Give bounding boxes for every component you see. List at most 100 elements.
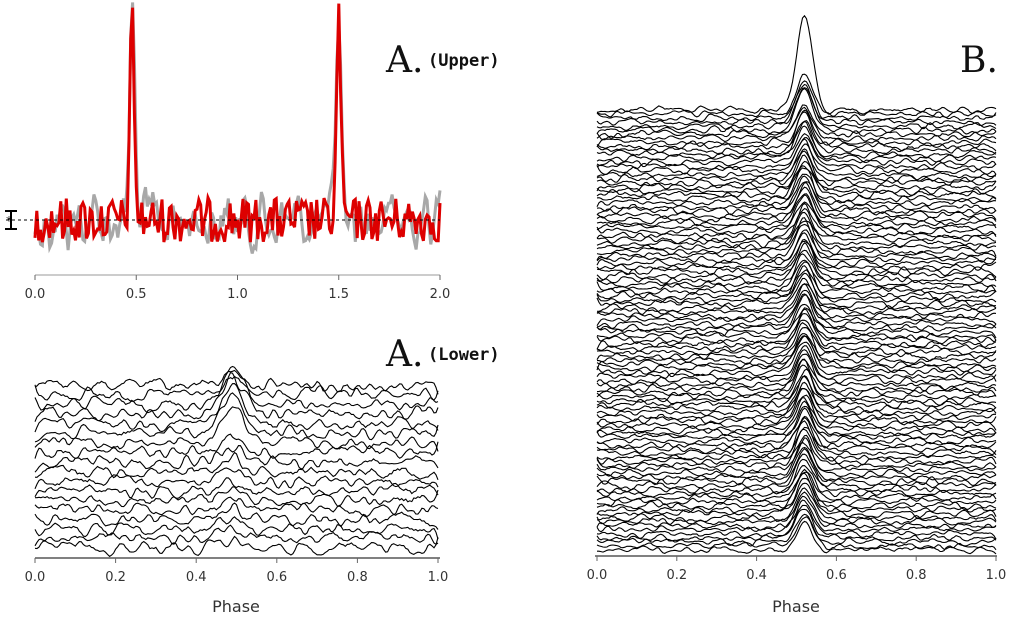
- lower-tick-label-0: 0.0: [25, 570, 46, 585]
- right-profile-88: [596, 434, 997, 469]
- right-profile-29: [596, 194, 997, 232]
- upper-errorbar: *: [5, 210, 17, 230]
- right-profile-64: [596, 335, 997, 373]
- right-profile-68: [596, 353, 997, 391]
- right-profile-46: [596, 265, 997, 301]
- right-profile-89: [596, 437, 997, 474]
- right-profile-62: [597, 333, 997, 366]
- right-tick-label-3: 0.6: [826, 568, 847, 583]
- right-profile-52: [596, 289, 997, 326]
- right-profile-22: [596, 167, 997, 204]
- right-profile-15: [596, 138, 997, 175]
- right-profile-35: [596, 217, 997, 257]
- lower-profile-15: [34, 516, 439, 540]
- right-tick-label-4: 0.8: [906, 568, 927, 583]
- lower-profile-10: [34, 467, 439, 490]
- right-profile-36: [596, 223, 997, 261]
- panel-lower-letter: A.: [385, 334, 423, 375]
- right-profile-49: [597, 277, 996, 313]
- lower-tick-label-3: 0.6: [266, 570, 287, 585]
- lower-profile-5: [34, 392, 439, 443]
- right-profile-66: [596, 345, 997, 382]
- right-stack-plot: 0.0 0.2 0.4 0.6 0.8 1.0 Phase: [587, 14, 1007, 616]
- panel-lower-sub: (Lower): [428, 345, 500, 365]
- right-profile-40: [596, 240, 997, 278]
- lower-profile-2: [34, 365, 439, 414]
- svg-text:*: *: [6, 214, 12, 228]
- right-profile-74: [596, 375, 997, 414]
- right-profile-0: [596, 14, 997, 115]
- right-profile-44: [596, 259, 997, 294]
- right-x-label: Phase: [772, 597, 820, 616]
- right-profile-3: [596, 83, 997, 126]
- right-profile-12: [596, 125, 997, 164]
- right-profile-67: [596, 349, 997, 385]
- right-profile-4: [596, 87, 997, 131]
- right-profile-72: [596, 368, 997, 406]
- right-profile-109: [597, 520, 997, 555]
- lower-x-label: Phase: [212, 597, 260, 616]
- lower-profile-13: [34, 496, 439, 518]
- right-profile-10: [596, 119, 997, 156]
- right-profile-25: [596, 181, 997, 216]
- right-profile-93: [596, 453, 997, 491]
- panel-label-lower: A. (Lower): [385, 334, 500, 375]
- lower-profile-6: [34, 406, 439, 452]
- right-profile-7: [596, 106, 997, 143]
- right-profile-76: [596, 387, 997, 422]
- panel-label-right: B.: [960, 40, 998, 81]
- right-profile-9: [596, 111, 997, 152]
- right-profile-78: [596, 394, 997, 431]
- right-tick-label-0: 0.0: [587, 568, 608, 583]
- right-tick-label-5: 1.0: [986, 568, 1007, 583]
- right-profile-34: [596, 220, 997, 251]
- right-profile-86: [596, 426, 997, 462]
- lower-profile-9: [34, 451, 439, 481]
- right-profile-13: [596, 133, 997, 168]
- right-profile-84: [596, 416, 997, 456]
- lower-stack-plot: 0.0 0.2 0.4 0.6 0.8 1.0 Phase: [25, 365, 449, 616]
- lower-profile-1: [34, 375, 439, 402]
- right-profile-53: [596, 293, 997, 329]
- right-profile-24: [596, 175, 997, 212]
- right-profile-55: [596, 303, 997, 339]
- lower-tick-label-4: 0.8: [347, 570, 368, 585]
- lower-profile-7: [34, 433, 439, 459]
- right-profile-45: [596, 261, 997, 296]
- right-profile-51: [596, 283, 997, 321]
- right-profile-96: [596, 471, 997, 503]
- right-profile-60: [596, 322, 997, 356]
- lower-x-ticks: 0.0 0.2 0.4 0.6 0.8 1.0: [25, 558, 449, 585]
- right-profile-32: [596, 207, 997, 245]
- right-profile-92: [596, 447, 997, 486]
- lower-profile-4: [34, 383, 439, 433]
- right-profile-82: [596, 407, 997, 445]
- right-profile-59: [596, 319, 997, 352]
- right-profile-69: [596, 359, 997, 393]
- right-profile-33: [596, 211, 997, 249]
- lower-profile-0: [34, 369, 439, 395]
- right-x-ticks: 0.0 0.2 0.4 0.6 0.8 1.0: [587, 556, 1007, 583]
- upper-x-ticks: 0.0 0.5 1.0 1.5 2.0: [25, 275, 451, 302]
- lower-tick-label-5: 1.0: [428, 570, 449, 585]
- right-profile-79: [596, 397, 997, 435]
- right-profile-107: [596, 513, 997, 547]
- right-profile-100: [596, 482, 997, 519]
- upper-tick-label-4: 2.0: [430, 287, 451, 302]
- right-profile-81: [596, 405, 997, 441]
- lower-profile-12: [35, 486, 439, 508]
- right-profile-38: [596, 232, 997, 268]
- right-profile-105: [596, 504, 997, 540]
- right-profile-63: [596, 335, 997, 371]
- lower-profile-16: [34, 524, 439, 547]
- right-profile-80: [596, 400, 997, 437]
- right-profile-77: [596, 387, 997, 426]
- right-profile-90: [596, 441, 997, 478]
- right-curves: [596, 14, 997, 555]
- lower-tick-label-2: 0.4: [186, 570, 207, 585]
- right-profile-65: [596, 341, 997, 378]
- right-profile-56: [596, 307, 997, 341]
- right-profile-23: [596, 173, 997, 207]
- right-profile-20: [596, 160, 997, 196]
- right-profile-19: [596, 154, 997, 193]
